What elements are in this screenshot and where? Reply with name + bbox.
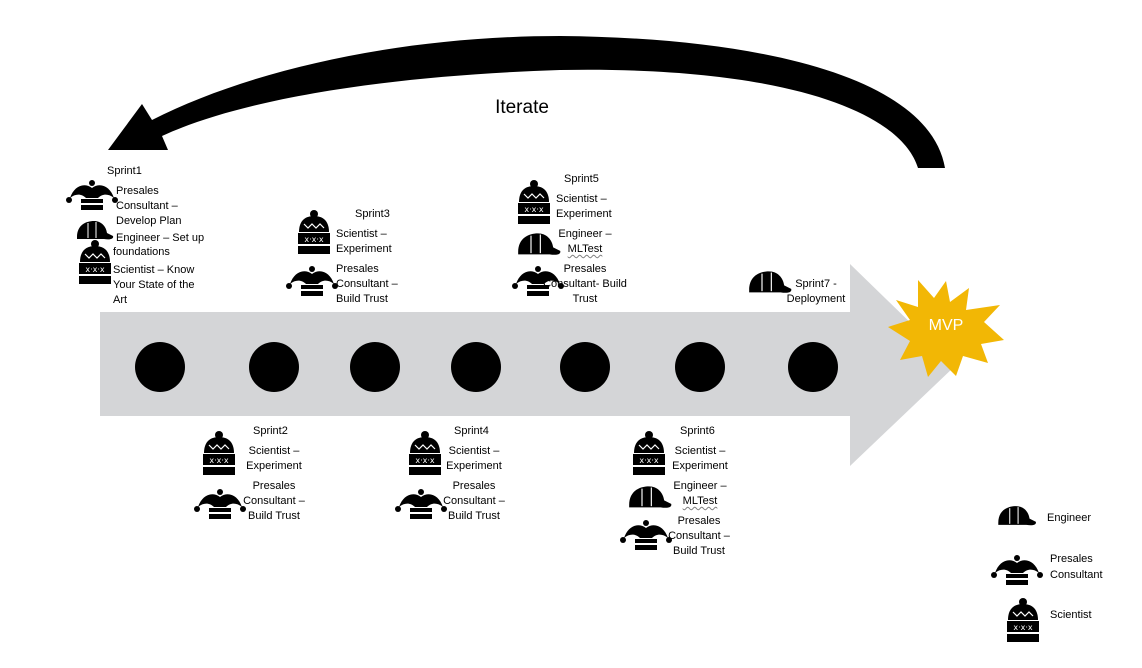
mvp-label: MVP — [928, 317, 964, 334]
beanie-icon — [296, 209, 332, 261]
sprint5-engineer-label: Engineer – MLTest — [558, 228, 612, 255]
iterate-loop-arrow — [108, 36, 945, 168]
beanie-icon — [201, 430, 237, 482]
sprint2-scientist-label: Scientist – Experiment — [246, 445, 302, 472]
sprint2-presales-label: Presales Consultant – Build Trust — [243, 480, 305, 522]
sprint3-presales-label: Presales Consultant – Build Trust — [336, 263, 398, 305]
milestone-7 — [788, 342, 838, 392]
timeline-arrow — [100, 264, 955, 466]
sprint1-engineer-label-cont: foundations — [113, 246, 170, 258]
sprint1-engineer-label: Engineer – Set up — [116, 232, 205, 244]
milestone-2 — [249, 342, 299, 392]
sprint1-title: Sprint1 — [107, 165, 142, 177]
baseball-cap-icon — [995, 504, 1037, 534]
sprint1-scientist-label: Scientist – Know Your State of the Art — [113, 264, 195, 306]
sprint5-title: Sprint5 — [564, 173, 599, 185]
sprint6-scientist-label: Scientist – Experiment — [672, 445, 728, 472]
milestone-5 — [560, 342, 610, 392]
sprint7-label: Sprint7 - Deployment — [776, 277, 856, 307]
milestone-3 — [350, 342, 400, 392]
legend-scientist-label: Scientist — [1050, 609, 1092, 621]
iterate-label: Iterate — [495, 97, 549, 118]
sprint6-presales-label: Presales Consultant – Build Trust — [668, 515, 730, 557]
sprint2-title: Sprint2 — [253, 425, 288, 437]
sprint4-title: Sprint4 — [454, 425, 489, 437]
jester-hat-icon — [284, 264, 340, 303]
legend-engineer-label: Engineer — [1047, 512, 1092, 524]
legend-presales-label: Presales Consultant — [1050, 553, 1103, 581]
sprint3-title: Sprint3 — [355, 208, 390, 220]
milestone-4 — [451, 342, 501, 392]
sprint5-presales-label: Presales Consultant- Build Trust — [543, 263, 627, 305]
sprint6-engineer-label: Engineer – MLTest — [673, 480, 727, 507]
baseball-cap-icon — [625, 484, 673, 517]
sprint6-title: Sprint6 — [680, 425, 715, 437]
sprint1-presales-label: Presales Consultant – Develop Plan — [116, 185, 182, 227]
beanie-icon — [516, 179, 552, 231]
mvp-burst — [888, 280, 1004, 377]
jester-hat-icon — [64, 178, 120, 217]
jester-hat-icon — [989, 553, 1045, 592]
beanie-icon — [1005, 597, 1041, 649]
sprint7-title: Sprint7 - — [795, 278, 837, 290]
sprint3-scientist-label: Scientist – Experiment — [336, 228, 392, 255]
sprint5-scientist-label: Scientist – Experiment — [556, 193, 612, 220]
milestone-1 — [135, 342, 185, 392]
milestone-6 — [675, 342, 725, 392]
sprint4-scientist-label: Scientist – Experiment — [446, 445, 502, 472]
sprint4-presales-label: Presales Consultant – Build Trust — [443, 480, 505, 522]
beanie-icon — [77, 239, 113, 291]
